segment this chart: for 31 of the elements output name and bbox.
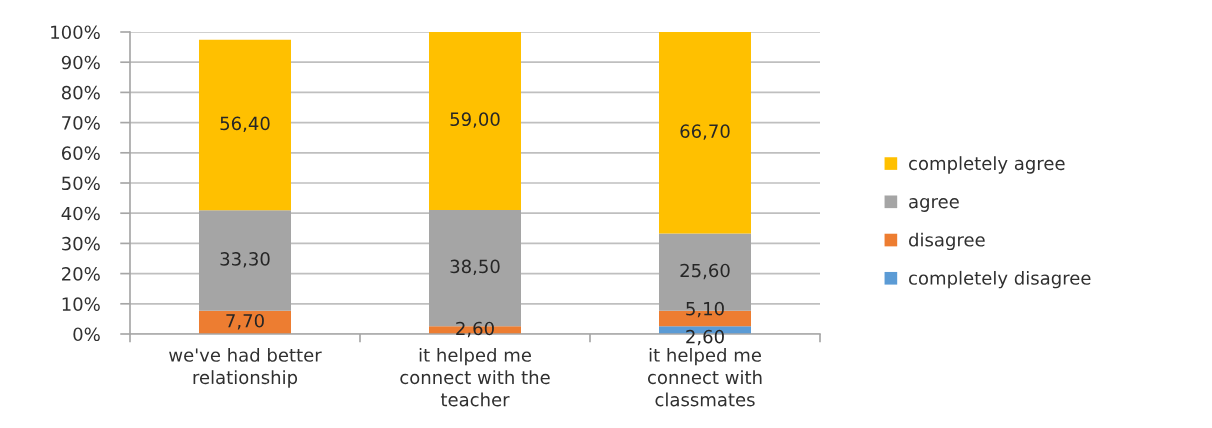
bar <box>199 210 291 311</box>
y-tick-label: 100% <box>51 25 100 40</box>
x-tick-label: it helped me connect with classmates <box>647 347 762 407</box>
data-label: 2,60 <box>456 321 494 338</box>
x-tick-label: it helped me connect with the teacher <box>400 347 550 407</box>
data-label: 2,60 <box>686 329 724 346</box>
bar <box>429 32 521 210</box>
y-tick-label: 10% <box>62 297 100 311</box>
data-label: 33,30 <box>220 252 270 268</box>
y-tick-label: 20% <box>62 267 100 281</box>
y-tick-label: 40% <box>61 206 100 221</box>
data-label: 59,00 <box>450 112 500 128</box>
y-tick-label: 90% <box>61 55 100 70</box>
x-tick-label: we've had better relationship <box>169 347 322 388</box>
data-label: 38,50 <box>450 259 500 276</box>
data-label: 25,60 <box>680 263 730 280</box>
y-tick-label: 0% <box>73 327 100 342</box>
data-label: 56,40 <box>220 116 270 133</box>
legend-label: agree <box>909 198 959 212</box>
y-tick-label: 60% <box>61 146 100 160</box>
data-label: 7,70 <box>226 313 264 330</box>
y-tick-label: 80% <box>61 85 100 100</box>
bar <box>659 32 751 234</box>
legend-label: completely disagree <box>909 270 1091 289</box>
data-label: 66,70 <box>680 124 730 140</box>
y-tick-label: 30% <box>62 236 100 251</box>
y-tick-label: 50% <box>62 176 100 191</box>
bar <box>199 39 291 211</box>
legend-label: disagree <box>909 232 985 251</box>
legend-label: completely agree <box>909 156 1065 174</box>
y-tick-label: 70% <box>62 116 100 130</box>
